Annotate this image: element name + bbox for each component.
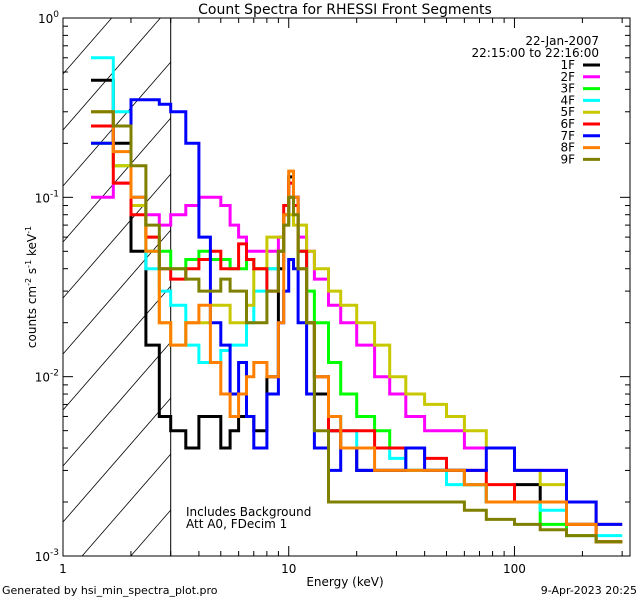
hatch-line [62,173,172,299]
hatch-line [62,397,172,523]
chart-title: Count Spectra for RHESSI Front Segments [198,2,492,18]
hatch-line [62,61,172,187]
legend-label-8F: 8F [560,141,575,155]
legend-label-4F: 4F [560,93,575,107]
hatch-line [62,285,172,411]
date-annotation: 22-Jan-2007 [525,34,599,48]
time-range-annotation: 22:15:00 to 22:16:00 [472,46,599,60]
y-tick-label: 10-2 [35,369,59,385]
hatch-line [62,17,113,75]
plot-frame [62,17,631,557]
series-8F [91,110,623,544]
hatch-line [62,341,172,467]
generated-by-footer: Generated by hsi_min_spectra_plot.pro [2,584,218,597]
hatch-line [62,229,172,355]
x-tick-label: 10 [281,562,296,576]
legend-label-5F: 5F [560,105,575,119]
y-tick-label: 10-1 [35,189,59,205]
legend-label-2F: 2F [560,70,575,84]
timestamp-footer: 9-Apr-2023 20:25 [541,584,637,597]
attenuator-note: Att A0, FDecim 1 [186,517,287,531]
y-tick-label: 100 [38,10,59,26]
legend-label-1F: 1F [560,58,575,72]
legend-label-7F: 7F [560,129,575,143]
legend-label-6F: 6F [560,117,575,131]
x-tick-label: 100 [503,562,526,576]
background-note: Includes Background [186,505,311,519]
series-9F [91,110,623,544]
legend-label-9F: 9F [560,152,575,166]
x-axis-label: Energy (keV) [306,575,383,589]
hatch-line [130,509,172,557]
hatch-line [81,453,172,557]
y-tick-label: 10-3 [35,548,59,564]
hatch-line [62,117,172,243]
legend-label-3F: 3F [560,82,575,96]
y-axis-label: counts cm-2 s-1 keV-1 [24,226,39,348]
x-tick-label: 1 [59,562,67,576]
hatch-line [62,17,161,131]
